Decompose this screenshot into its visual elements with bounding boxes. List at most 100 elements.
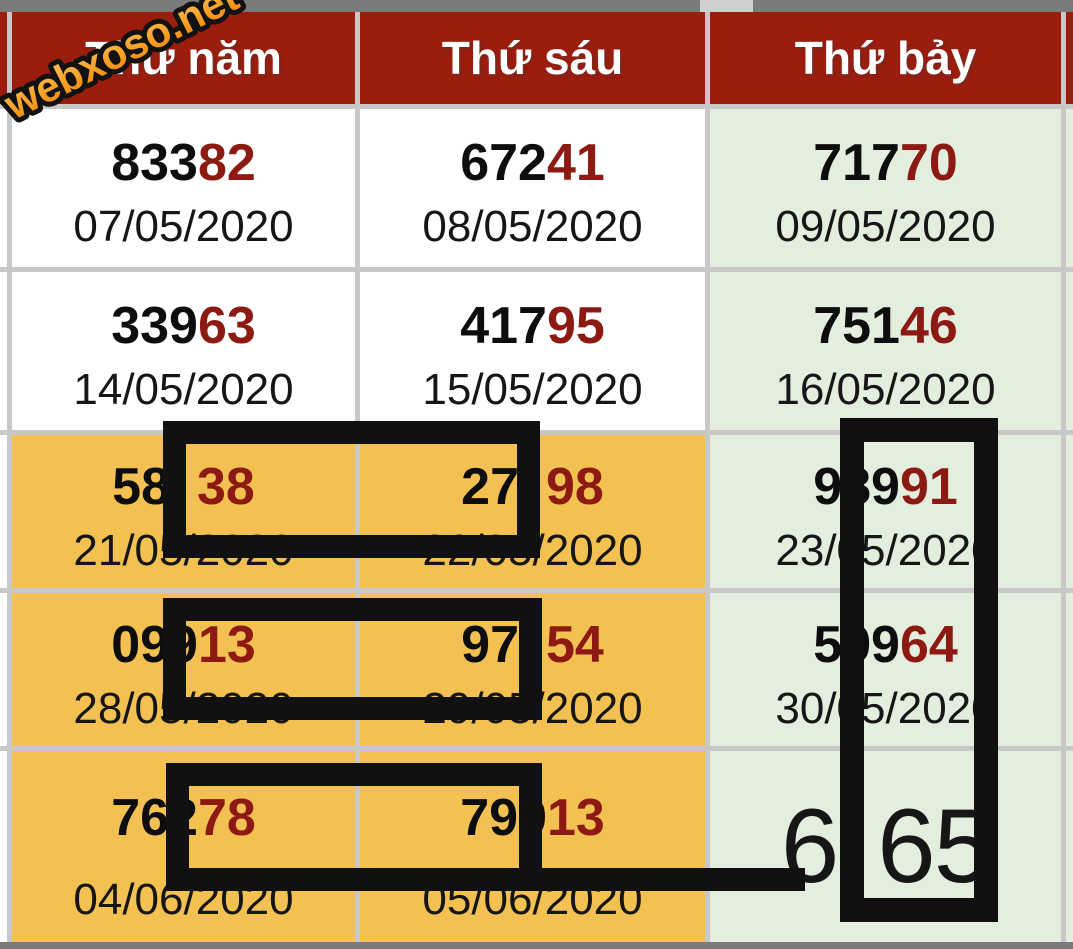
winning-number: 799 13 (460, 792, 605, 844)
result-cell-thu-14-05: 339 63 14/05/2020 (12, 272, 355, 430)
number-prefix: 833 (111, 134, 198, 192)
result-cell-fri-22-05: 27 98 22/05/2020 (360, 435, 705, 588)
number-suffix: 70 (899, 134, 958, 192)
number-prefix: 599 (813, 615, 900, 674)
big-number-suffix: 65 (877, 788, 992, 905)
draw-date: 22/05/2020 (422, 525, 643, 575)
winning-number: 672 41 (460, 137, 605, 189)
edge-cell-left (0, 435, 7, 588)
number-suffix: 82 (197, 134, 256, 192)
winning-number: 751 46 (813, 300, 958, 352)
number-prefix: 58 (112, 457, 170, 516)
number-suffix: 41 (546, 134, 605, 192)
number-prefix: 799 (460, 788, 547, 847)
hidden-digit-gap (170, 503, 197, 504)
winning-number: 833 82 (111, 137, 256, 189)
prediction-cell-sat: 6 65 (710, 751, 1061, 942)
number-suffix: 78 (197, 788, 256, 847)
winning-number: 717 70 (813, 137, 958, 189)
winning-number: 97 54 (461, 619, 604, 671)
edge-cell-right (1066, 109, 1073, 267)
draw-date: 07/05/2020 (73, 202, 294, 251)
number-prefix: 762 (111, 788, 198, 847)
number-prefix: 989 (813, 457, 900, 516)
number-suffix: 46 (899, 297, 958, 355)
winning-number: 989 91 (813, 461, 958, 513)
draw-date: 29/05/2020 (422, 683, 643, 733)
number-suffix: 13 (546, 788, 605, 847)
number-suffix: 54 (546, 615, 604, 674)
number-prefix: 099 (111, 615, 198, 674)
draw-date: 28/05/2020 (73, 683, 294, 733)
edge-cell-left (0, 751, 7, 942)
draw-date: 09/05/2020 (775, 202, 996, 251)
bottom-frame-bar (0, 942, 1073, 949)
winning-number: 339 63 (111, 300, 256, 352)
top-frame-light-segment (700, 0, 753, 12)
result-cell-sat-30-05: 599 64 30/05/2020 (710, 593, 1061, 746)
winning-number: 58 38 (112, 461, 255, 513)
number-prefix: 751 (813, 297, 900, 355)
result-cell-thu-07-05: 833 82 07/05/2020 (12, 109, 355, 267)
hidden-digit-gap (519, 661, 546, 662)
draw-date: 30/05/2020 (775, 683, 996, 733)
number-prefix: 27 (461, 457, 519, 516)
winning-number: 417 95 (460, 300, 605, 352)
number-prefix: 717 (813, 134, 900, 192)
number-suffix: 63 (197, 297, 256, 355)
number-suffix: 13 (197, 615, 256, 674)
big-prediction-number: 6 65 (780, 788, 992, 905)
draw-date: 14/05/2020 (73, 365, 294, 414)
result-cell-fri-29-05: 97 54 29/05/2020 (360, 593, 705, 746)
header-edge-left (0, 12, 7, 104)
big-number-prefix: 6 (780, 788, 839, 905)
header-friday: Thứ sáu (360, 12, 705, 104)
winning-number: 762 78 (111, 792, 256, 844)
result-cell-thu-04-06: 762 78 04/06/2020 (12, 751, 355, 942)
result-cell-sat-09-05: 717 70 09/05/2020 (710, 109, 1061, 267)
edge-cell-left (0, 272, 7, 430)
result-cell-fri-05-06: 799 13 05/06/2020 (360, 751, 705, 942)
draw-date: 23/05/2020 (775, 525, 996, 575)
edge-cell-left (0, 593, 7, 746)
winning-number: 599 64 (813, 619, 958, 671)
result-cell-sat-16-05: 751 46 16/05/2020 (710, 272, 1061, 430)
number-suffix: 91 (899, 457, 958, 516)
header-saturday-label: Thứ bảy (794, 32, 977, 84)
header-saturday: Thứ bảy (710, 12, 1061, 104)
draw-date: 16/05/2020 (775, 365, 996, 414)
number-prefix: 672 (460, 134, 547, 192)
draw-date: 15/05/2020 (422, 365, 643, 414)
draw-date: 05/06/2020 (422, 874, 643, 924)
number-suffix: 38 (197, 457, 255, 516)
number-prefix: 339 (111, 297, 198, 355)
draw-date: 21/05/2020 (73, 525, 294, 575)
header-friday-label: Thứ sáu (441, 32, 624, 84)
edge-cell-right (1066, 272, 1073, 430)
edge-cell-right (1066, 593, 1073, 746)
number-suffix: 98 (546, 457, 604, 516)
result-cell-thu-21-05: 58 38 21/05/2020 (12, 435, 355, 588)
number-suffix: 95 (546, 297, 605, 355)
number-suffix: 64 (899, 615, 958, 674)
result-cell-sat-23-05: 989 91 23/05/2020 (710, 435, 1061, 588)
edge-cell-right (1066, 751, 1073, 942)
number-prefix: 97 (461, 615, 519, 674)
header-thursday: Thứ năm (12, 12, 355, 104)
hidden-digit-gap (837, 881, 877, 882)
header-thursday-label: Thứ năm (85, 32, 282, 84)
hidden-digit-gap (519, 503, 546, 504)
draw-date: 08/05/2020 (422, 202, 643, 251)
lottery-results-table: Thứ năm Thứ sáu Thứ bảy 833 82 07/05/2020… (0, 12, 1073, 943)
result-cell-fri-08-05: 672 41 08/05/2020 (360, 109, 705, 267)
draw-date: 04/06/2020 (73, 874, 294, 924)
winning-number: 27 98 (461, 461, 604, 513)
header-edge-right (1066, 12, 1073, 104)
result-cell-thu-28-05: 099 13 28/05/2020 (12, 593, 355, 746)
result-cell-fri-15-05: 417 95 15/05/2020 (360, 272, 705, 430)
number-prefix: 417 (460, 297, 547, 355)
winning-number: 099 13 (111, 619, 256, 671)
top-frame-bar (0, 0, 1073, 12)
edge-cell-left (0, 109, 7, 267)
